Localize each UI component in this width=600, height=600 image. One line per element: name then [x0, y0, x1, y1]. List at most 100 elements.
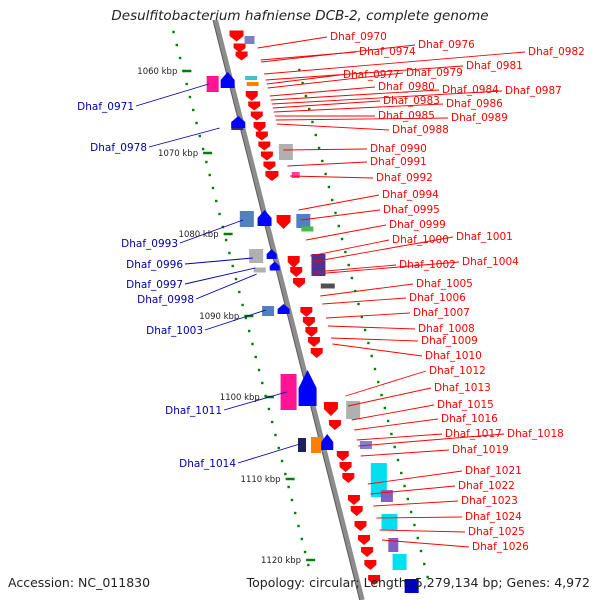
reverse-gene-label: Dhaf_0971 [77, 101, 134, 113]
reverse-gene-label: Dhaf_0998 [137, 294, 194, 306]
ruler-dot [254, 355, 257, 359]
forward-gene-label: Dhaf_0989 [451, 112, 508, 124]
reverse-gene-box [249, 249, 264, 263]
forward-gene-box [244, 36, 255, 44]
forward-gene-label: Dhaf_0984 [442, 84, 499, 96]
forward-gene-arrow [328, 420, 341, 430]
track-dot [357, 302, 360, 306]
reverse-gene-arrow [321, 434, 334, 450]
forward-gene-label: Dhaf_1026 [472, 541, 529, 553]
ruler-dot [175, 43, 178, 47]
forward-gene-box [388, 538, 399, 552]
reverse-gene-arrow [277, 304, 290, 314]
forward-gene-label: Dhaf_1022 [458, 480, 515, 492]
forward-gene-arrow [235, 51, 248, 61]
forward-gene-arrow [300, 307, 313, 317]
forward-leader-line [276, 123, 390, 131]
forward-leader-line [311, 236, 454, 263]
reverse-gene-arrow [269, 261, 280, 271]
ruler-dot [270, 420, 274, 424]
reverse-leader-line [184, 267, 256, 285]
forward-gene-arrow [229, 30, 244, 42]
forward-gene-label: Dhaf_1010 [425, 350, 482, 362]
forward-leader-line [306, 224, 387, 241]
ruler-dot [307, 563, 310, 567]
forward-gene-box [311, 254, 326, 276]
track-dot [344, 250, 347, 254]
forward-gene-arrow [358, 535, 371, 545]
track-dot [304, 94, 308, 98]
genome-summary-text: Topology: circular; Length: 5,279,134 bp… [246, 575, 590, 590]
forward-gene-arrow [350, 506, 363, 516]
forward-gene-label: Dhaf_0974 [359, 46, 416, 58]
forward-gene-label: Dhaf_0977 [343, 69, 400, 81]
track-dot [373, 367, 377, 371]
ruler-dot [300, 537, 303, 541]
forward-gene-box [392, 554, 407, 570]
forward-leader-line [373, 500, 459, 507]
forward-gene-label: Dhaf_1000 [392, 234, 449, 246]
reverse-leader-line [237, 443, 300, 464]
track-dot [403, 484, 406, 488]
forward-gene-arrow [265, 171, 279, 181]
forward-gene-label: Dhaf_0992 [376, 172, 433, 184]
forward-leader-line [351, 404, 435, 421]
track-dot [360, 315, 364, 319]
track-dot [354, 289, 357, 293]
track-dot [311, 120, 314, 124]
forward-gene-arrow [260, 151, 273, 161]
forward-leader-line [325, 312, 411, 319]
ruler-dot [290, 498, 294, 502]
forward-gene-box [291, 172, 300, 178]
forward-gene-arrow [250, 111, 263, 121]
forward-gene-label: Dhaf_0994 [382, 189, 439, 201]
forward-leader-line [314, 264, 397, 273]
forward-gene-arrow [307, 337, 320, 347]
reverse-gene-label: Dhaf_1014 [179, 458, 236, 470]
ruler-dot [261, 381, 264, 385]
track-dot [390, 432, 393, 436]
track-dot [426, 575, 429, 579]
forward-gene-label: Dhaf_1016 [441, 413, 498, 425]
reverse-gene-label: Dhaf_0993 [121, 238, 178, 250]
reverse-leader-line [195, 273, 257, 300]
forward-leader-line [310, 239, 390, 257]
reverse-gene-box [297, 438, 306, 452]
forward-leader-line [266, 74, 341, 85]
ruler-dot [287, 485, 290, 489]
forward-leader-line [289, 175, 374, 179]
reverse-gene-arrow [266, 249, 277, 259]
forward-leader-line [345, 370, 427, 397]
forward-gene-arrow [364, 560, 377, 570]
ruler-dot [231, 264, 234, 268]
ruler-dot [267, 407, 271, 411]
forward-leader-line [270, 89, 440, 101]
forward-gene-arrow [290, 267, 303, 277]
reverse-gene-box [280, 374, 297, 410]
ruler-dot [192, 108, 195, 112]
reverse-gene-label: Dhaf_1011 [165, 405, 222, 417]
forward-gene-label: Dhaf_0982 [528, 46, 585, 58]
forward-leader-line [261, 44, 416, 63]
ruler-dot [251, 342, 254, 346]
ruler-dot [241, 303, 244, 307]
track-dot [340, 237, 344, 241]
forward-gene-arrow [339, 462, 352, 472]
forward-leader-line [314, 261, 460, 275]
forward-gene-arrow [233, 43, 246, 53]
forward-gene-label: Dhaf_0970 [330, 31, 387, 43]
forward-gene-box [404, 579, 419, 593]
forward-leader-line [360, 449, 450, 457]
forward-gene-box [381, 514, 398, 530]
forward-leader-line [287, 161, 368, 167]
forward-gene-arrow [310, 348, 323, 358]
forward-gene-box [301, 226, 314, 232]
ruler-label: 1120 kbp [261, 556, 301, 566]
reverse-gene-label: Dhaf_0997 [126, 279, 183, 291]
forward-gene-arrow [258, 141, 271, 151]
forward-gene-arrow [342, 473, 355, 483]
track-dot [307, 107, 311, 111]
forward-gene-arrow [248, 101, 261, 111]
forward-gene-label: Dhaf_1004 [462, 256, 519, 268]
